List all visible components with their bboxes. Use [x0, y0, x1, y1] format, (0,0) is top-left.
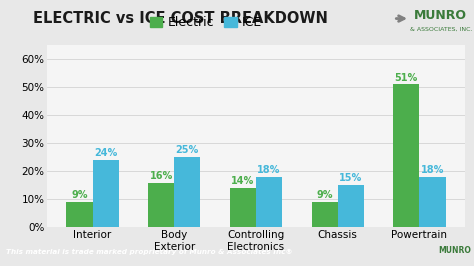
Text: 25%: 25%: [176, 146, 199, 155]
Bar: [148, 182, 174, 227]
Text: 16%: 16%: [149, 171, 173, 181]
Text: 24%: 24%: [94, 148, 117, 158]
Bar: [311, 202, 337, 227]
Bar: [92, 160, 118, 227]
Text: 18%: 18%: [421, 165, 444, 175]
Bar: [393, 85, 419, 227]
Text: MUNRO: MUNRO: [438, 246, 472, 255]
Text: 18%: 18%: [257, 165, 281, 175]
Text: This material is trade marked proprietary of Munro & Associates Inc®: This material is trade marked proprietar…: [6, 249, 292, 255]
Text: 14%: 14%: [231, 176, 255, 186]
Bar: [230, 188, 256, 227]
Text: MUNRO: MUNRO: [414, 9, 467, 22]
Legend: Electric, ICE: Electric, ICE: [145, 11, 267, 34]
Bar: [66, 202, 92, 227]
Bar: [174, 157, 201, 227]
Text: & ASSOCIATES, INC.: & ASSOCIATES, INC.: [410, 27, 472, 32]
Text: 9%: 9%: [71, 190, 88, 200]
Text: 51%: 51%: [395, 73, 418, 82]
Text: ELECTRIC vs ICE COST BREAKDOWN: ELECTRIC vs ICE COST BREAKDOWN: [33, 11, 328, 26]
Bar: [256, 177, 282, 227]
Bar: [419, 177, 446, 227]
Text: 15%: 15%: [339, 173, 363, 184]
Text: 9%: 9%: [316, 190, 333, 200]
Bar: [337, 185, 364, 227]
